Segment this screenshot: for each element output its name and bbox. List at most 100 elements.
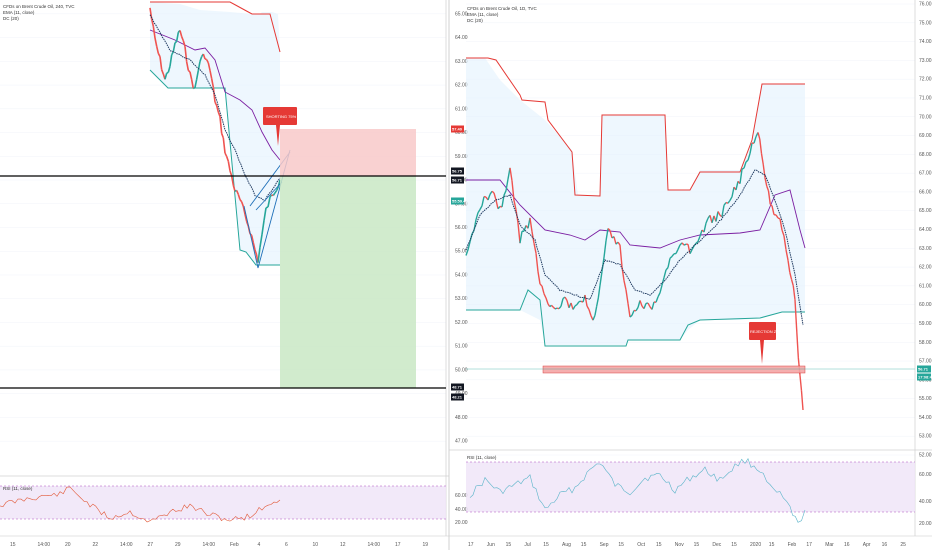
- price-candle: [254, 249, 258, 255]
- price-candle: [272, 192, 276, 196]
- rsi-band: [466, 462, 915, 512]
- price-candle: [594, 306, 598, 316]
- price-side-label-bg: [451, 393, 464, 401]
- price-candle: [794, 299, 798, 330]
- price-candle: [705, 217, 709, 224]
- price-candle: [570, 302, 574, 310]
- price-tick-label: 48.00: [455, 415, 468, 421]
- price-candle: [189, 71, 193, 80]
- rejection-callout-box: [749, 322, 776, 340]
- price-candle: [663, 269, 667, 278]
- ema-line: [465, 169, 804, 326]
- price-tick-label: 51.00: [455, 344, 468, 350]
- price-candle: [609, 230, 613, 239]
- left-legend-item: EMA (11, close): [3, 10, 35, 15]
- price-candle: [677, 244, 681, 250]
- price-candle: [185, 61, 190, 71]
- price-side-label-bg: [917, 365, 931, 373]
- right-x-tick: 17: [468, 542, 474, 548]
- price-tick-label: 50.00: [455, 367, 468, 373]
- right-x-tick: Aug: [562, 542, 571, 548]
- price-candle: [759, 138, 763, 154]
- price-tick-label: 65.00: [919, 208, 932, 214]
- price-candle: [683, 243, 687, 246]
- price-candle: [229, 170, 233, 177]
- price-tick-label: 60.00: [919, 302, 932, 308]
- price-candle: [235, 190, 240, 195]
- rsi-band: [0, 486, 446, 519]
- donchian-channel-fill: [466, 58, 805, 345]
- price-candle: [717, 211, 721, 216]
- price-tick-label: 58.00: [919, 340, 932, 346]
- price-candle: [549, 304, 552, 308]
- price-candle: [169, 54, 173, 67]
- price-tick-label: 59.00: [455, 154, 468, 160]
- price-candle: [194, 79, 198, 88]
- rsi-tick-label: 60.00: [919, 472, 932, 478]
- price-candle: [467, 241, 471, 250]
- price-candle: [230, 175, 235, 186]
- price-candle: [574, 304, 578, 307]
- price-candle: [225, 156, 230, 162]
- price-candle: [629, 314, 633, 318]
- right-x-tick: 15: [656, 542, 662, 548]
- price-tick-label: 47.00: [455, 439, 468, 445]
- price-tick-label: 71.00: [919, 95, 932, 101]
- right-x-tick: Jul: [524, 542, 530, 548]
- price-candle: [205, 59, 210, 64]
- price-candle: [164, 73, 168, 80]
- price-tick-label: 54.00: [919, 415, 932, 421]
- price-tick-label: 70.00: [919, 114, 932, 120]
- price-candle: [274, 189, 278, 194]
- price-candle: [269, 194, 273, 198]
- price-candle: [250, 235, 255, 244]
- price-candle: [495, 199, 499, 209]
- price-candle: [665, 267, 669, 271]
- price-candle: [741, 167, 745, 170]
- price-side-label: 56.71: [452, 177, 463, 182]
- price-candle: [651, 301, 655, 310]
- price-candle: [265, 206, 269, 209]
- left-x-tick: Feb: [230, 542, 239, 548]
- price-tick-label: 52.00: [455, 320, 468, 326]
- price-tick-label: 55.00: [919, 396, 932, 402]
- price-candle: [497, 206, 501, 210]
- price-candle: [159, 56, 163, 70]
- price-candle: [647, 302, 651, 308]
- price-candle: [790, 279, 794, 286]
- price-candle: [545, 297, 549, 305]
- donchian-mid-line: [466, 179, 806, 249]
- donchian-mid-line: [149, 29, 281, 161]
- price-candle: [617, 241, 621, 246]
- price-candle: [533, 243, 537, 254]
- right-x-tick: Feb: [788, 542, 797, 548]
- price-candle: [735, 181, 739, 191]
- price-candle: [515, 209, 519, 224]
- donchian-lower-line: [466, 289, 805, 347]
- price-candle: [637, 300, 641, 308]
- price-tick-label: 73.00: [919, 58, 932, 64]
- price-candle: [537, 271, 541, 285]
- price-candle: [195, 70, 200, 80]
- price-candle: [505, 178, 509, 191]
- price-candle: [781, 229, 785, 237]
- price-candle: [479, 205, 483, 210]
- price-candle: [613, 236, 617, 245]
- price-candle: [715, 211, 719, 222]
- price-candle: [477, 209, 481, 214]
- price-candle: [217, 111, 221, 117]
- right-x-tick: Mar: [825, 542, 834, 548]
- price-candle: [681, 242, 685, 246]
- rsi-legend: RSI (11, close): [467, 455, 497, 460]
- price-side-label: 56.75: [452, 168, 463, 173]
- rsi-tick-label: 60.00: [455, 493, 468, 499]
- price-tick-label: 61.00: [455, 106, 468, 112]
- price-side-label: 48.71: [452, 384, 463, 389]
- ema-line: [149, 14, 281, 202]
- left-x-tick: 4: [258, 542, 261, 548]
- short-callout-text: SHORTING 75% (R:3): [266, 114, 307, 119]
- price-candle: [509, 167, 513, 181]
- price-candle: [167, 66, 171, 73]
